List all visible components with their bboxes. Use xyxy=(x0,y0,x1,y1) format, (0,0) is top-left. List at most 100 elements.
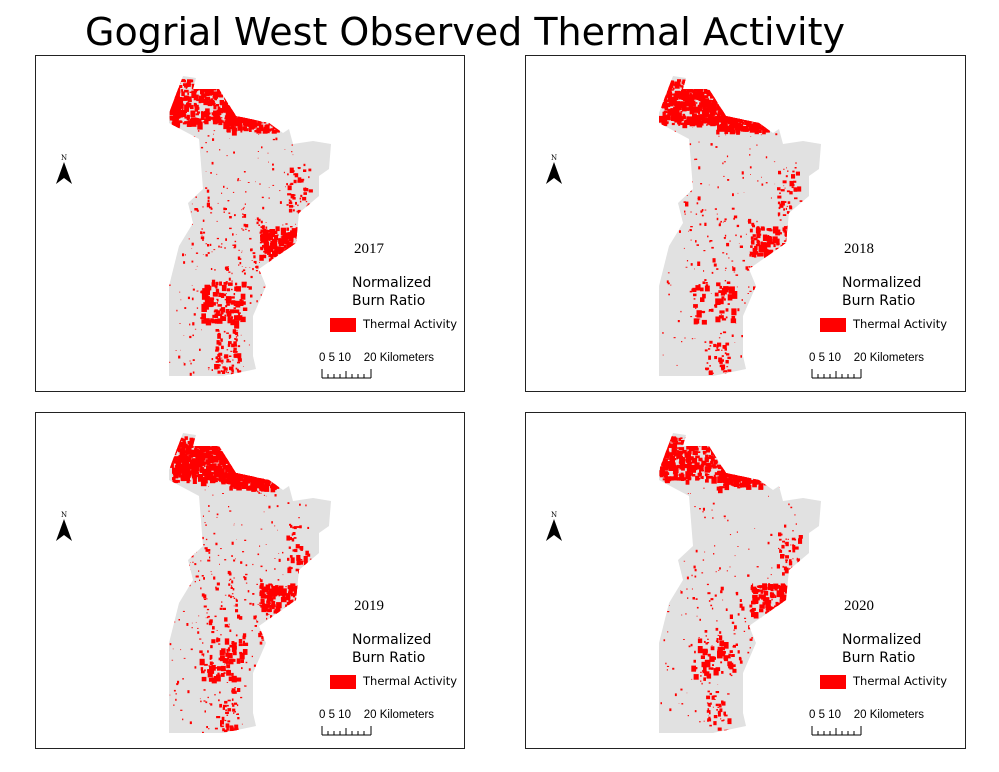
burn-patch xyxy=(235,677,242,682)
burn-patch xyxy=(264,469,267,472)
burn-patch xyxy=(180,142,182,144)
burn-patch xyxy=(717,706,720,708)
burn-patch xyxy=(225,472,228,474)
burn-patch xyxy=(229,309,234,314)
burn-patch xyxy=(731,334,734,337)
burn-patch xyxy=(198,615,200,617)
burn-patch xyxy=(250,116,253,119)
burn-patch xyxy=(299,486,301,489)
burn-patch xyxy=(259,464,265,469)
burn-patch xyxy=(217,666,222,671)
burn-patch xyxy=(792,324,796,328)
burn-patch xyxy=(244,599,247,601)
burn-patch xyxy=(710,442,716,448)
burn-patch xyxy=(275,108,280,112)
burn-patch xyxy=(170,135,172,137)
burn-patch xyxy=(295,544,300,549)
burn-patch xyxy=(249,106,252,110)
burn-patch xyxy=(207,696,209,699)
map-panel-2020: N 2020 Normalized Burn Ratio Thermal Act… xyxy=(525,412,966,749)
burn-patch xyxy=(667,436,672,442)
burn-patch xyxy=(222,440,227,446)
burn-patch xyxy=(708,446,712,449)
burn-patch xyxy=(270,623,274,628)
burn-patch xyxy=(250,460,256,468)
burn-patch xyxy=(190,512,193,516)
burn-patch xyxy=(235,336,237,338)
burn-patch xyxy=(707,720,709,722)
burn-patch xyxy=(718,703,722,708)
burn-patch xyxy=(226,461,230,464)
burn-patch xyxy=(784,246,790,254)
burn-patch xyxy=(701,310,706,313)
burn-patch xyxy=(300,320,305,325)
burn-patch xyxy=(182,557,185,559)
burn-patch xyxy=(241,107,248,113)
burn-patch xyxy=(233,348,236,351)
burn-patch xyxy=(206,622,209,625)
burn-patch xyxy=(200,439,206,443)
burn-patch xyxy=(757,107,762,110)
burn-patch xyxy=(760,112,766,121)
burn-patch xyxy=(236,446,242,453)
burn-patch xyxy=(252,90,257,94)
burn-patch xyxy=(292,526,295,529)
burn-patch xyxy=(739,94,744,100)
burn-patch xyxy=(678,461,681,464)
burn-patch xyxy=(203,478,206,482)
burn-patch xyxy=(230,113,233,118)
burn-patch xyxy=(234,118,239,123)
burn-patch xyxy=(286,675,288,677)
burn-patch xyxy=(724,280,727,282)
burn-patch xyxy=(297,585,302,590)
burn-patch xyxy=(720,646,724,651)
burn-patch xyxy=(228,480,233,485)
burn-patch xyxy=(205,254,208,257)
burn-patch xyxy=(237,467,240,469)
burn-patch xyxy=(720,93,724,96)
burn-patch xyxy=(274,494,277,497)
burn-patch xyxy=(208,620,213,626)
burn-patch xyxy=(258,468,261,471)
burn-patch xyxy=(204,439,207,442)
burn-patch xyxy=(225,436,230,441)
district-map xyxy=(169,76,331,376)
burn-patch xyxy=(278,127,280,129)
burn-patch xyxy=(273,243,278,248)
burn-patch xyxy=(190,137,191,139)
burn-patch xyxy=(226,349,229,351)
burn-patch xyxy=(226,112,231,115)
burn-patch xyxy=(259,471,263,475)
burn-patch xyxy=(681,117,684,122)
burn-patch xyxy=(237,109,244,115)
burn-patch xyxy=(718,135,720,137)
burn-patch xyxy=(249,468,252,472)
burn-patch xyxy=(757,115,763,123)
burn-patch xyxy=(713,474,716,477)
burn-patch xyxy=(240,334,242,336)
burn-patch xyxy=(274,474,280,479)
burn-patch xyxy=(259,590,265,594)
burn-patch xyxy=(193,148,195,150)
burn-patch xyxy=(244,203,246,205)
burn-patch xyxy=(736,447,741,450)
burn-patch xyxy=(291,253,296,259)
burn-patch xyxy=(209,619,213,623)
burn-patch xyxy=(209,665,213,671)
burn-patch xyxy=(236,454,241,458)
burn-patch xyxy=(248,456,251,458)
burn-patch xyxy=(203,594,207,599)
burn-patch xyxy=(685,459,688,462)
burn-patch xyxy=(266,600,269,604)
burn-patch xyxy=(782,565,784,568)
burn-patch xyxy=(176,444,182,448)
burn-patch xyxy=(302,322,306,324)
burn-patch xyxy=(259,112,263,116)
burn-patch xyxy=(731,654,735,657)
burn-patch xyxy=(243,126,247,129)
burn-patch xyxy=(695,158,698,160)
burn-patch xyxy=(309,214,314,221)
burn-patch xyxy=(670,93,675,96)
burn-patch xyxy=(740,115,745,119)
burn-patch xyxy=(760,134,762,136)
